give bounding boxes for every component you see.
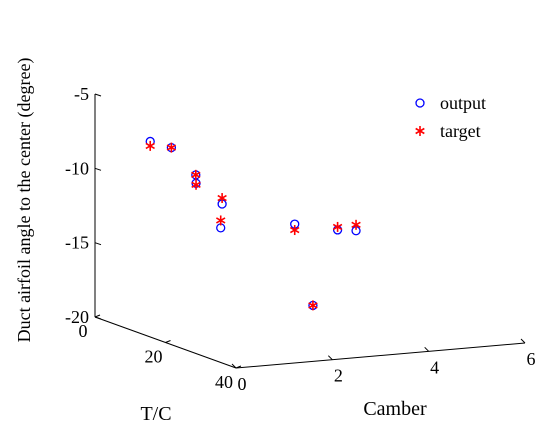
- y-tick-mark: [165, 340, 171, 343]
- z-axis-label: Duct airfoil angle to the center (degree…: [14, 58, 35, 343]
- target-point: [166, 142, 177, 153]
- z-tick-label: -10: [65, 158, 89, 178]
- z-tick-label: -5: [74, 84, 89, 104]
- legend-entry-label: output: [440, 93, 486, 113]
- y-tick-mark: [235, 365, 242, 369]
- target-point: [191, 169, 201, 180]
- z-tick-mark: [94, 316, 102, 320]
- z-tick-mark: [94, 167, 102, 171]
- z-tick-mark: [94, 242, 102, 246]
- target-point: [351, 219, 361, 230]
- y-tick-mark: [94, 314, 101, 318]
- target-point: [191, 179, 201, 190]
- legend-entry-label: target: [440, 121, 481, 141]
- points-group: [145, 136, 361, 311]
- y-tick-label: 20: [145, 347, 163, 367]
- y-tick-label: 0: [79, 321, 88, 341]
- target-point: [289, 225, 300, 236]
- x-tick-label: 0: [238, 374, 247, 394]
- y-tick-label: 40: [215, 372, 233, 392]
- legend-output-marker: [415, 98, 425, 108]
- y-axis-label: T/C: [140, 403, 171, 425]
- target-point: [215, 215, 226, 226]
- x-tick-mark: [327, 355, 333, 361]
- legend-target-marker: [415, 126, 425, 136]
- x-axis-label: Camber: [363, 398, 427, 420]
- x-tick-label: 4: [430, 357, 439, 377]
- x-axis-line: [235, 342, 526, 369]
- x-tick-label: 2: [334, 366, 343, 386]
- x-tick-label: 6: [527, 349, 536, 369]
- x-tick-mark: [231, 363, 237, 369]
- target-point: [145, 140, 155, 151]
- z-tick-mark: [94, 93, 102, 97]
- z-tick-label: -15: [65, 233, 89, 253]
- ticks-group: 0 2 4 6 0 20 40 -5 -10 -15 -20: [65, 84, 536, 394]
- x-tick-mark: [424, 346, 430, 352]
- target-point: [217, 193, 227, 204]
- legend: output target: [415, 93, 486, 141]
- z-tick-label: -20: [65, 307, 89, 327]
- x-tick-mark: [520, 338, 526, 344]
- target-point: [308, 300, 318, 311]
- target-point: [332, 221, 343, 232]
